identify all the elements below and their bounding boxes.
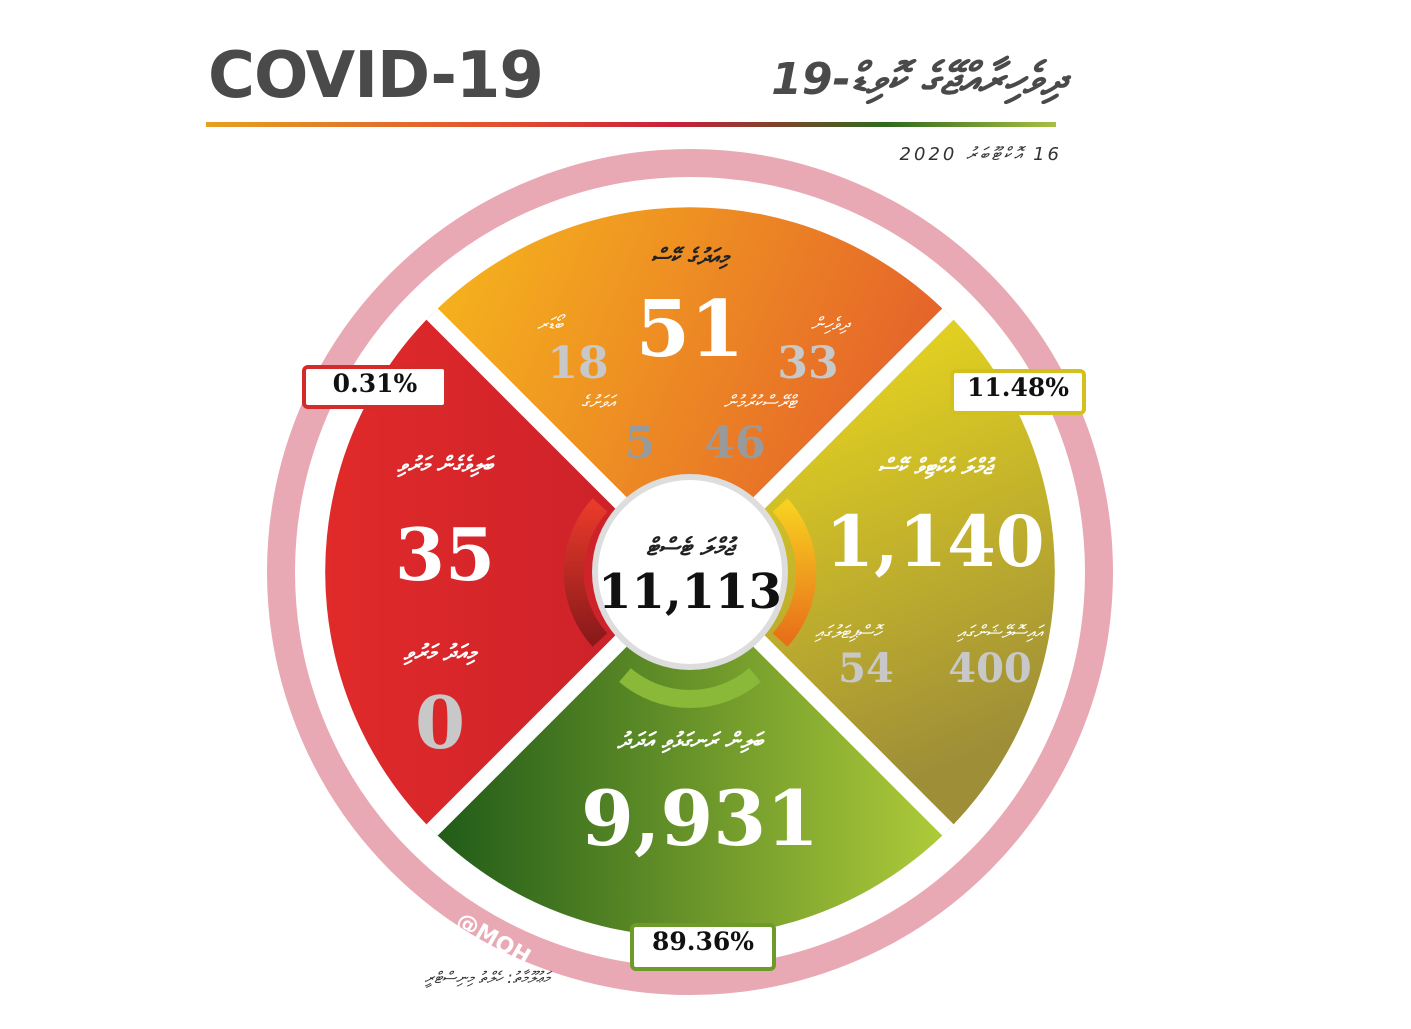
right-sub-left-label: ހޮސްޕިޓަލުގައި [814,622,885,643]
report-date: 16 އޮކްޓޫބަރު 2020 [899,144,1062,165]
center-arc-bottom [619,668,761,708]
right-value: 1,140 [825,500,1044,583]
outer-ring [267,149,1113,995]
title-dhivehi: ދިވެހިރާއްޖޭގެ ކޮވިޑް-19 [771,54,1065,105]
quadrant-left [325,314,690,830]
right-sub-left-value: 54 [838,645,894,692]
quadrant-top [432,207,948,573]
top-br-label: ޓްރޭސްކުރުމުން [724,392,799,413]
right-sub-right-label: އައިސޮލޭޝަންގައި [956,622,1046,643]
bottom-label: ބަލިން ރަނގަޅުވި އަދަދު [616,729,765,754]
active-percentage-badge: 11.48% [950,369,1086,415]
right-sub-right-value: 400 [948,645,1032,692]
top-right-label: ދިވެހިން [811,314,852,335]
title-underline [206,122,1056,127]
center-label: ޖުމްލަ ޓެސްޓް [646,533,738,561]
top-bl-value: 5 [625,418,656,469]
top-right-value: 33 [777,338,838,389]
top-br-value: 46 [704,418,765,469]
center-arc-right [772,498,817,647]
left-sub-value: 0 [415,680,465,765]
title-english: COVID-19 [208,39,544,113]
right-label: ޖުމްލަ އެކްޓިވް ކޭސް [878,455,997,480]
source-footer: މަޢުލޫމާތު: ހެލްތު މިނިސްޓްރީ [424,968,550,987]
center-circle [592,474,788,670]
quadrant-bottom [432,572,948,937]
left-sub-label: މިއަދު މަރުވި [403,641,479,666]
top-label: މިއަދުގެ ކޭސް [651,245,731,270]
left-label: ބަލިވެގެން މަރުވި [396,453,495,478]
center-value: 11,113 [598,564,782,620]
top-left-label: ބޯޑަރ [537,314,566,335]
recovered-percentage-badge: 89.36% [630,923,776,971]
deaths-percentage-badge: 0.31% [302,365,448,409]
center-arc-left [563,498,608,647]
bottom-value: 9,931 [581,774,819,863]
quadrant-right [690,314,1055,830]
top-left-value: 18 [547,338,608,389]
left-value: 35 [395,512,495,597]
top-bl-label: އަވަށުގެ [581,392,618,413]
top-value: 51 [636,284,745,375]
